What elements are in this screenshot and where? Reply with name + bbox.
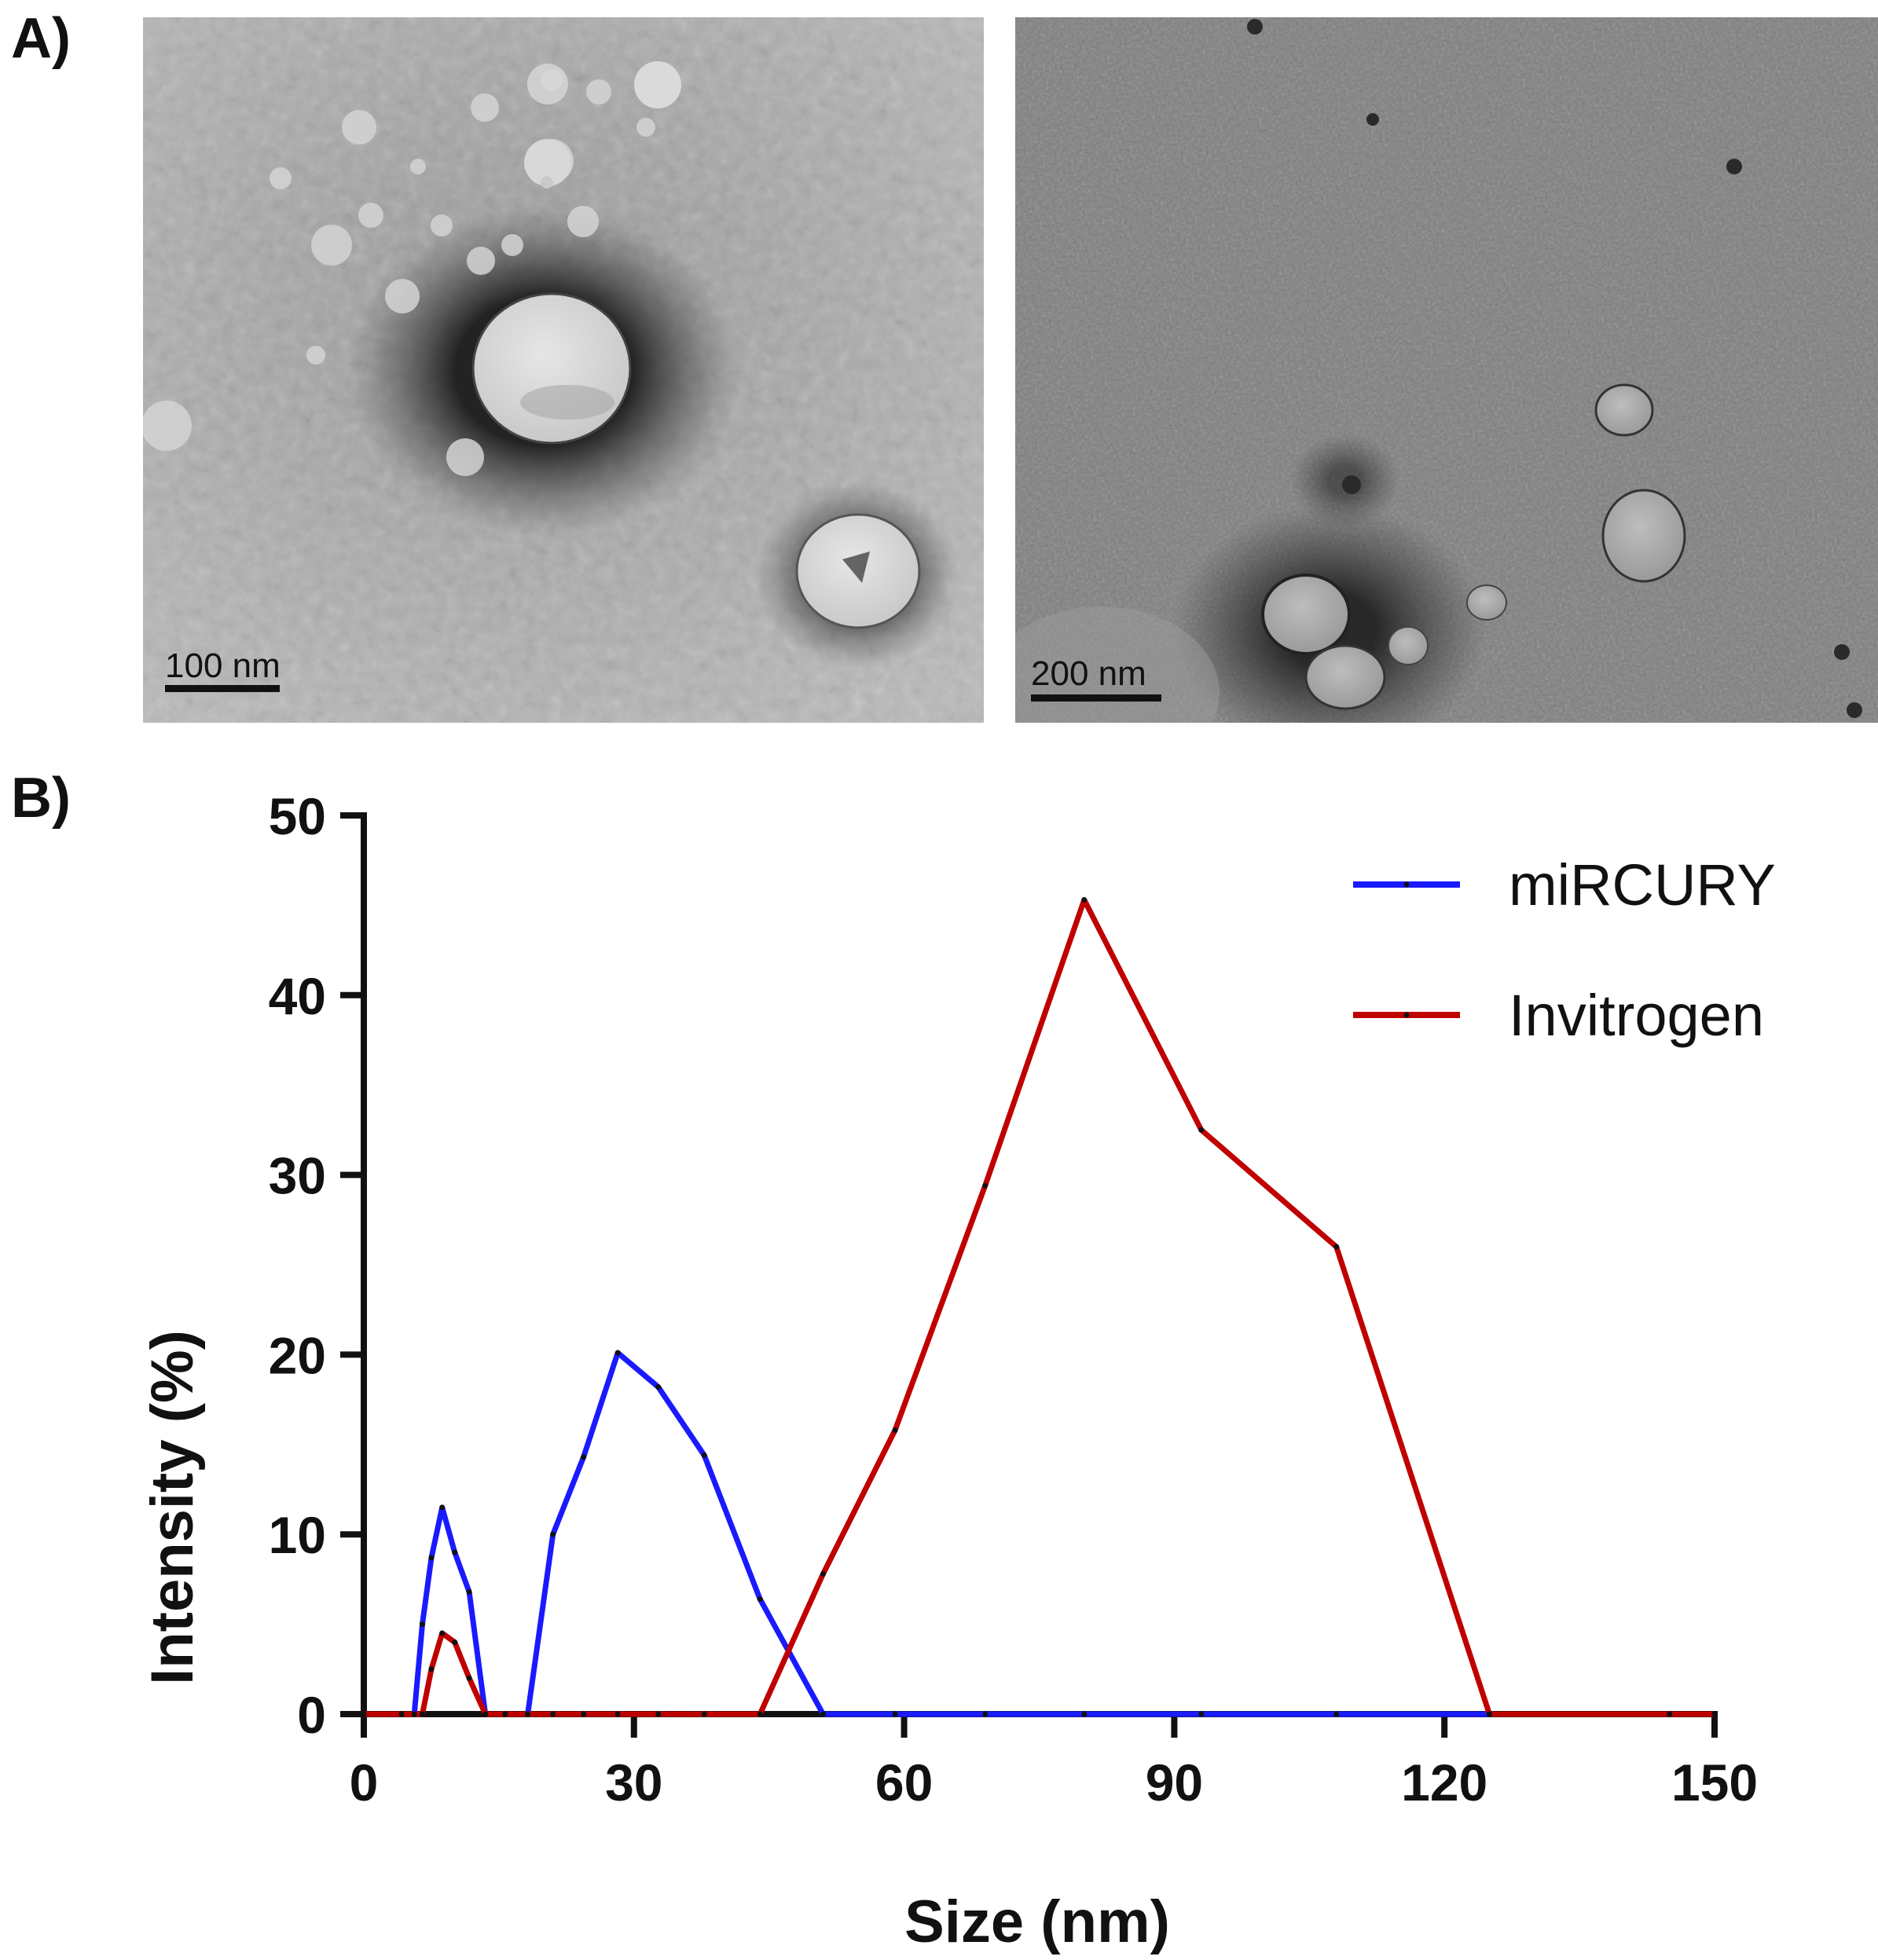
legend-label-mircury: miRCURY <box>1509 852 1776 918</box>
y-tick-label: 50 <box>269 787 326 845</box>
data-point <box>581 1711 587 1717</box>
data-point <box>361 1711 367 1717</box>
data-point <box>550 1531 556 1537</box>
chart-legend: miRCURY Invitrogen <box>1353 852 1776 1048</box>
data-point <box>1081 1711 1088 1717</box>
x-tick-label: 120 <box>1401 1753 1487 1812</box>
data-point <box>525 1711 531 1717</box>
data-point <box>452 1639 458 1645</box>
data-point <box>1711 1711 1718 1717</box>
data-point <box>411 1711 417 1717</box>
legend-marker <box>1403 881 1410 888</box>
x-tick-label: 90 <box>1146 1753 1203 1812</box>
y-axis-label: Intensity (%) <box>139 1330 206 1685</box>
data-point <box>502 1711 508 1717</box>
legend-label-invitrogen: Invitrogen <box>1509 983 1764 1048</box>
data-point <box>1198 1711 1205 1717</box>
panel-label-b: B) <box>11 767 71 830</box>
scale-bar-right <box>1031 694 1161 702</box>
tem-micrograph-right: 200 nm <box>1015 17 1878 723</box>
data-point <box>1487 1711 1492 1717</box>
data-point <box>466 1675 472 1681</box>
y-tick-label: 10 <box>269 1506 326 1564</box>
chart-axes: 0 10 20 30 40 50 0 30 60 90 120 150 <box>269 787 1758 1812</box>
data-point <box>419 1711 425 1717</box>
y-tick-label: 30 <box>269 1147 326 1205</box>
data-point <box>1333 1711 1340 1717</box>
data-point <box>614 1350 621 1356</box>
scale-bar-label-left: 100 nm <box>165 647 281 685</box>
y-tick-label: 40 <box>269 967 326 1025</box>
data-point <box>701 1711 707 1717</box>
data-point <box>439 1504 446 1511</box>
scale-bar-left <box>165 685 280 692</box>
data-point <box>820 1571 826 1577</box>
data-point <box>757 1596 763 1603</box>
y-tick-label: 20 <box>269 1326 326 1384</box>
x-tick-label: 30 <box>605 1753 662 1812</box>
data-point <box>581 1454 587 1460</box>
scale-bar-label-right: 200 nm <box>1031 654 1146 693</box>
chart-series <box>361 897 1718 1717</box>
tem-micrograph-left: 100 nm <box>143 17 984 723</box>
series-line-invitrogen <box>364 897 1715 1717</box>
data-point <box>466 1588 472 1595</box>
data-point <box>892 1711 898 1717</box>
data-point <box>614 1711 621 1717</box>
data-point <box>757 1711 763 1717</box>
data-point <box>982 1711 989 1717</box>
x-tick-label: 150 <box>1671 1753 1758 1812</box>
data-point <box>428 1555 435 1561</box>
data-point <box>892 1427 898 1433</box>
data-point <box>428 1666 435 1672</box>
panel-label-a: A) <box>11 7 71 70</box>
data-point <box>439 1630 446 1636</box>
data-point <box>419 1621 425 1628</box>
data-point <box>820 1711 826 1717</box>
data-point <box>655 1384 662 1390</box>
y-tick-label: 0 <box>297 1686 326 1744</box>
data-point <box>1081 897 1088 903</box>
data-point <box>982 1182 989 1189</box>
data-point <box>1667 1711 1673 1717</box>
data-point <box>398 1711 405 1717</box>
series-line-mircury <box>364 1350 1715 1717</box>
legend-marker <box>1403 1012 1410 1018</box>
data-point <box>1198 1127 1205 1133</box>
x-axis-label: Size (nm) <box>904 1889 1170 1955</box>
data-point <box>452 1549 458 1555</box>
data-point <box>482 1711 489 1717</box>
x-tick-label: 60 <box>875 1753 933 1812</box>
data-point <box>550 1711 556 1717</box>
x-tick-label: 0 <box>350 1753 379 1812</box>
data-point <box>701 1453 707 1459</box>
data-point <box>1333 1244 1340 1250</box>
data-point <box>655 1711 662 1717</box>
size-distribution-chart: 0 10 20 30 40 50 0 30 60 90 120 150 Intensity (%) S… <box>139 787 1776 1955</box>
